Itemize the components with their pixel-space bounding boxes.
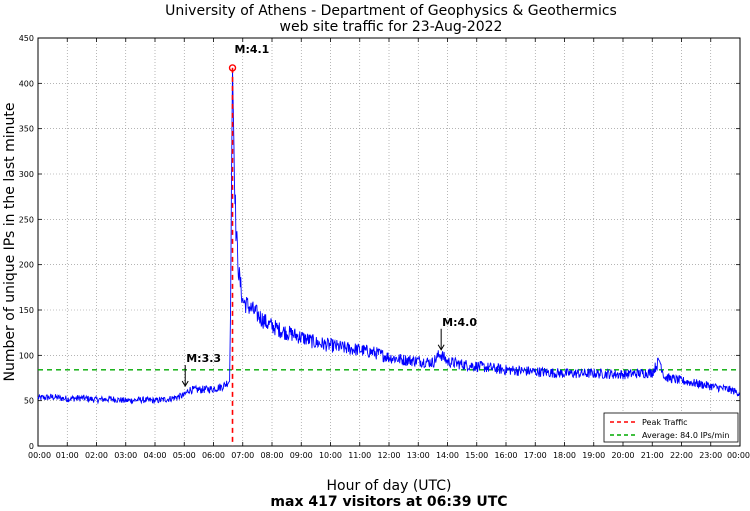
x-tick-label: 21:00: [641, 451, 664, 460]
y-tick-label: 300: [19, 170, 34, 179]
y-tick-label: 50: [24, 397, 34, 406]
traffic-series-line: [37, 67, 741, 405]
y-tick-label: 450: [19, 34, 34, 43]
annotation-label: M:4.1: [235, 43, 270, 56]
chart-title: University of Athens - Department of Geo…: [165, 3, 617, 19]
peak-marker: [228, 64, 237, 72]
x-tick-label: 10:00: [319, 451, 342, 460]
x-tick-label: 11:00: [348, 451, 371, 460]
x-tick-label: 15:00: [465, 451, 488, 460]
y-tick-label: 0: [29, 442, 34, 451]
y-tick-label: 150: [19, 306, 34, 315]
legend-box: [603, 412, 739, 443]
annotation-arrowhead: [437, 344, 445, 351]
annotation-label: M:4.0: [442, 316, 477, 329]
x-tick-label: 23:00: [699, 451, 722, 460]
x-tick-label: 18:00: [553, 451, 576, 460]
x-tick-label: 17:00: [524, 451, 547, 460]
x-tick-label: 16:00: [494, 451, 517, 460]
x-tick-label: 05:00: [173, 451, 196, 460]
y-tick-label: 100: [19, 351, 34, 360]
y-axis-label: Number of unique IPs in the last minute: [2, 103, 18, 382]
y-axis-ticks: 0 50 100 150 200 250 300 350 400 450: [19, 34, 740, 451]
y-tick-label: 200: [19, 261, 34, 270]
legend-peak-label: Peak Traffic: [642, 418, 688, 427]
x-tick-label: 01:00: [56, 451, 79, 460]
x-tick-label: 00:00: [28, 451, 51, 460]
annotation-arrowhead: [181, 380, 189, 388]
x-tick-label: 09:00: [290, 451, 313, 460]
legend-average-label: Average: 84.0 IPs/min: [642, 431, 729, 440]
x-tick-label: 12:00: [377, 451, 400, 460]
x-tick-label: 08:00: [260, 451, 283, 460]
x-tick-label: 00:00: [727, 451, 750, 460]
quake-annotations: M:3.3 M:4.1 M:4.0: [181, 43, 477, 388]
x-tick-label: 14:00: [436, 451, 459, 460]
annotation-label: M:3.3: [186, 352, 221, 365]
chart-subtitle: web site traffic for 23-Aug-2022: [280, 19, 503, 35]
x-axis-ticks: 00:00 01:00 02:00 03:00 04:00 05:00 06:00 07:00…: [28, 38, 750, 460]
chart-caption: max 417 visitors at 06:39 UTC: [270, 494, 507, 510]
gridlines: [38, 38, 740, 446]
y-tick-label: 400: [19, 79, 34, 88]
x-tick-label: 07:00: [231, 451, 254, 460]
x-tick-label: 04:00: [143, 451, 166, 460]
x-axis-label: Hour of day (UTC): [327, 478, 452, 494]
x-tick-label: 19:00: [582, 451, 605, 460]
x-tick-label: 13:00: [407, 451, 430, 460]
y-tick-label: 350: [19, 125, 34, 134]
x-tick-label: 06:00: [202, 451, 225, 460]
x-tick-label: 02:00: [85, 451, 108, 460]
y-tick-label: 250: [19, 215, 34, 224]
x-tick-label: 03:00: [114, 451, 137, 460]
x-tick-label: 22:00: [670, 451, 693, 460]
x-tick-label: 20:00: [611, 451, 634, 460]
legend: Peak Traffic Average: 84.0 IPs/min: [603, 412, 739, 443]
